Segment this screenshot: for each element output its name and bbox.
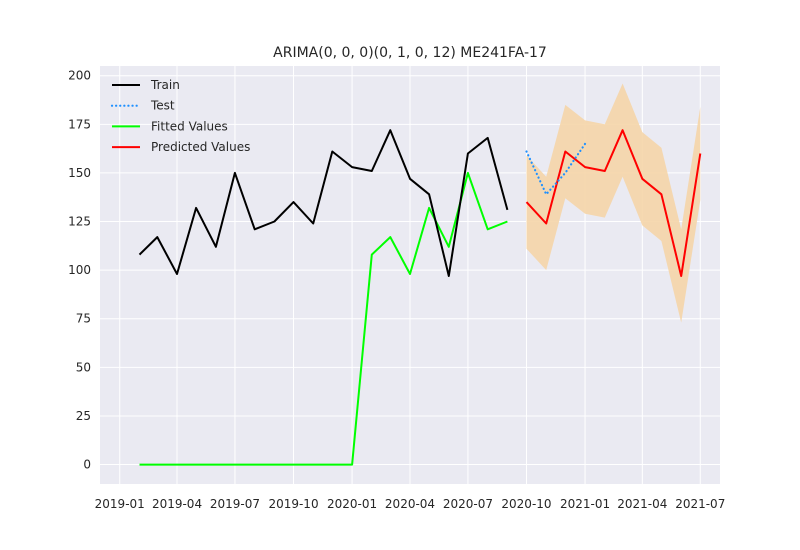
x-tick-label: 2019-04 <box>152 497 202 511</box>
chart-title: ARIMA(0, 0, 0)(0, 1, 0, 12) ME241FA-17 <box>273 45 547 61</box>
legend-label: Fitted Values <box>151 119 228 133</box>
prediction-interval <box>526 83 701 323</box>
y-tick-label: 150 <box>68 166 91 180</box>
y-tick-label: 175 <box>68 117 91 131</box>
y-tick-label: 200 <box>68 69 91 83</box>
legend-label: Train <box>150 78 180 92</box>
x-tick-label: 2021-04 <box>617 497 667 511</box>
y-tick-label: 50 <box>76 360 91 374</box>
y-tick-label: 0 <box>83 458 91 472</box>
series-layer <box>138 129 702 466</box>
y-axis: 0 25 50 75 100 125 150 175 200 <box>68 69 91 472</box>
series-line-test <box>525 142 587 196</box>
y-tick-label: 100 <box>68 263 91 277</box>
series-line-predicted-values <box>525 129 702 277</box>
x-tick-label: 2021-07 <box>675 497 725 511</box>
x-tick-label: 2019-07 <box>210 497 260 511</box>
x-tick-label: 2021-01 <box>560 497 610 511</box>
x-axis: 2019-01 2019-04 2019-07 2019-10 2020-01 2020-… <box>95 497 726 511</box>
series-line-fitted-values <box>139 171 508 466</box>
series-line-train <box>138 129 509 277</box>
y-tick-label: 125 <box>68 215 91 229</box>
y-tick-label: 75 <box>76 312 91 326</box>
y-tick-label: 25 <box>76 409 91 423</box>
legend: Train Test Fitted Values Predicted Values <box>110 78 250 154</box>
x-tick-label: 2020-04 <box>385 497 435 511</box>
legend-label: Predicted Values <box>151 140 250 154</box>
x-tick-label: 2019-01 <box>95 497 145 511</box>
x-tick-label: 2020-10 <box>501 497 551 511</box>
x-tick-label: 2020-07 <box>443 497 493 511</box>
prediction-interval-band <box>526 83 701 323</box>
x-tick-label: 2020-01 <box>327 497 377 511</box>
x-tick-label: 2019-10 <box>268 497 318 511</box>
legend-label: Test <box>150 99 175 113</box>
